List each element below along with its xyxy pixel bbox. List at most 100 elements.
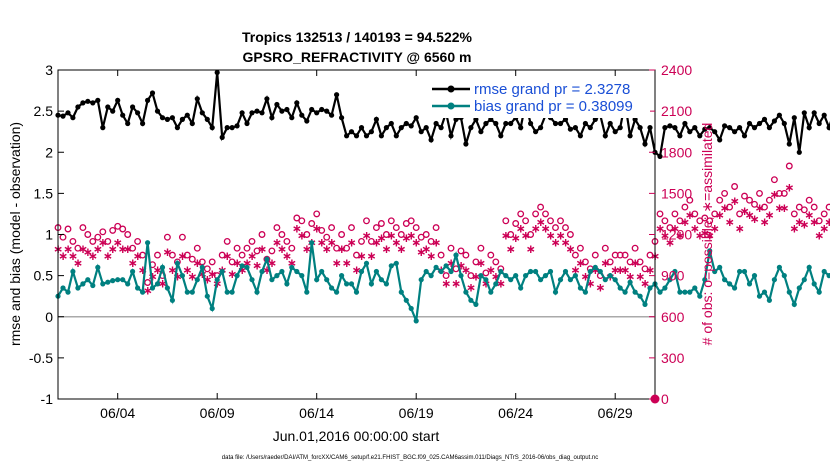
assimilated-obs-marker: ∗ xyxy=(138,263,148,277)
bias-point xyxy=(254,289,260,295)
possible-obs-marker xyxy=(790,210,798,218)
rmse-point xyxy=(90,100,96,106)
rmse-point xyxy=(791,115,797,121)
possible-obs-marker xyxy=(163,233,171,241)
assimilated-obs-marker: ∗ xyxy=(794,215,804,229)
rmse-point xyxy=(388,120,394,127)
possible-obs-marker xyxy=(328,224,336,232)
possible-obs-marker xyxy=(188,255,196,263)
bias-point xyxy=(821,268,827,275)
assimilated-obs-marker: ∗ xyxy=(824,215,830,229)
possible-obs-marker xyxy=(472,258,480,266)
possible-obs-marker xyxy=(283,237,291,245)
possible-obs-marker xyxy=(298,217,306,225)
rmse-point xyxy=(269,115,275,121)
rmse-point xyxy=(498,133,504,139)
rmse-point xyxy=(130,104,136,110)
assimilated-obs-marker: ∗ xyxy=(809,215,819,229)
assimilated-obs-marker: ∗ xyxy=(595,281,605,295)
bias-point xyxy=(65,289,71,295)
possible-obs-marker xyxy=(154,251,161,259)
assimilated-obs-marker: ∗ xyxy=(754,201,764,215)
assimilated-obs-marker: ∗ xyxy=(312,222,322,236)
bias-point xyxy=(169,297,175,303)
rmse-point xyxy=(786,141,792,147)
rmse-point xyxy=(737,125,743,131)
bias-point xyxy=(154,281,161,287)
y-left-tick-label: 0.5 xyxy=(34,268,54,284)
possible-obs-marker xyxy=(258,231,266,238)
bias-point xyxy=(294,268,300,275)
possible-obs-marker xyxy=(661,217,669,225)
assimilated-obs-marker: ∗ xyxy=(720,201,730,215)
assimilated-obs-marker: ∗ xyxy=(710,222,720,236)
rmse-point xyxy=(289,115,295,121)
possible-obs-marker xyxy=(641,265,649,273)
rmse-point xyxy=(582,120,589,127)
possible-obs-marker xyxy=(338,231,346,238)
possible-obs-marker xyxy=(502,217,510,225)
possible-obs-marker xyxy=(636,258,644,266)
rmse-point xyxy=(209,125,215,131)
assimilated-obs-marker: ∗ xyxy=(88,249,98,263)
rmse-point xyxy=(159,115,166,121)
possible-obs-marker xyxy=(462,251,470,259)
possible-obs-marker xyxy=(591,251,599,259)
x-tick-label: 06/19 xyxy=(399,405,434,421)
assimilated-obs-marker: ∗ xyxy=(565,242,575,256)
bias-point xyxy=(771,277,778,283)
assimilated-obs-marker: ∗ xyxy=(744,208,754,222)
bias-point xyxy=(130,268,136,275)
possible-obs-marker xyxy=(601,244,609,252)
bias-point xyxy=(811,281,817,287)
assimilated-obs-marker: ∗ xyxy=(461,263,471,277)
assimilated-obs-marker: ∗ xyxy=(446,256,456,270)
bias-point xyxy=(483,277,489,283)
possible-obs-marker xyxy=(99,228,107,236)
possible-obs-marker xyxy=(278,231,286,238)
possible-obs-marker xyxy=(815,217,823,225)
bias-point xyxy=(582,289,589,295)
possible-obs-marker xyxy=(542,210,549,218)
assimilated-obs-marker: ∗ xyxy=(784,181,794,195)
possible-obs-marker xyxy=(467,272,475,280)
bias-point xyxy=(110,278,116,284)
assimilated-obs-marker: ∗ xyxy=(242,256,252,270)
possible-obs-marker xyxy=(765,196,773,204)
bias-point xyxy=(75,285,81,291)
rmse-point xyxy=(368,129,374,135)
assimilated-obs-marker: ∗ xyxy=(351,263,361,277)
rmse-point xyxy=(244,120,250,127)
rmse-point xyxy=(194,96,200,102)
bias-point xyxy=(249,277,255,283)
bias-point xyxy=(587,268,593,275)
assimilated-obs-marker: ∗ xyxy=(207,267,217,281)
assimilated-obs-marker: ∗ xyxy=(187,270,197,284)
possible-obs-marker xyxy=(706,217,714,225)
possible-obs-marker xyxy=(69,237,77,245)
possible-obs-marker xyxy=(372,224,380,232)
possible-obs-marker xyxy=(736,210,744,218)
possible-obs-marker xyxy=(631,244,639,252)
rmse-point xyxy=(309,106,315,113)
rmse-point xyxy=(334,92,340,98)
assimilated-obs-marker: ∗ xyxy=(361,229,371,243)
possible-obs-marker xyxy=(576,244,584,252)
assimilated-obs-marker: ∗ xyxy=(356,249,366,263)
rmse-point xyxy=(204,116,210,122)
assimilated-obs-marker: ∗ xyxy=(58,249,68,263)
assimilated-obs-marker: ∗ xyxy=(700,226,710,240)
possible-obs-marker xyxy=(741,192,748,200)
assimilated-obs-marker: ∗ xyxy=(680,215,690,229)
rmse-point xyxy=(418,129,424,135)
possible-obs-marker xyxy=(288,244,296,252)
assimilated-obs-marker: ∗ xyxy=(272,235,282,249)
possible-obs-marker xyxy=(382,231,390,238)
x-tick-label: 06/09 xyxy=(200,405,235,421)
footnote: data file: /Users/raeder/DAI/ATM_forcXX/… xyxy=(222,455,598,461)
assimilated-obs-marker: ∗ xyxy=(123,242,133,256)
assimilated-obs-marker: ∗ xyxy=(640,277,650,291)
assimilated-obs-marker: ∗ xyxy=(526,242,536,256)
bias-point xyxy=(125,281,131,287)
assimilated-obs-marker: ∗ xyxy=(615,263,625,277)
